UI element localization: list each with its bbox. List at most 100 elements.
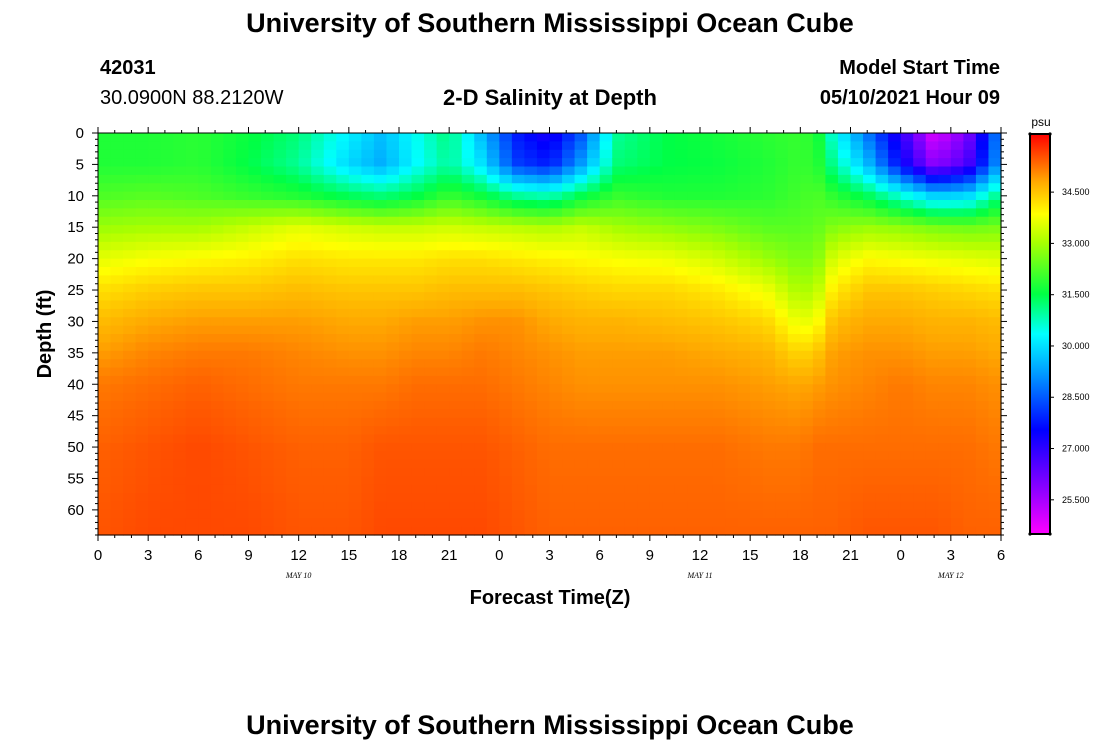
heatmap-cell <box>311 149 325 159</box>
heatmap-cell <box>762 141 776 151</box>
heatmap-cell <box>110 409 124 419</box>
heatmap-cell <box>499 250 513 260</box>
heatmap-cell <box>787 342 801 352</box>
heatmap-cell <box>323 334 337 343</box>
heatmap-cell <box>875 283 889 293</box>
heatmap-cell <box>160 141 174 151</box>
heatmap-cell <box>649 166 663 176</box>
heatmap-cell <box>135 434 149 444</box>
heatmap-cell <box>725 275 739 285</box>
heatmap-cell <box>750 526 764 536</box>
heatmap-cell <box>511 317 526 327</box>
heatmap-cell <box>148 417 162 427</box>
heatmap-cell <box>135 476 149 486</box>
heatmap-cell <box>198 283 212 293</box>
heatmap-cell <box>662 501 676 511</box>
heatmap-cell <box>950 166 964 176</box>
heatmap-cell <box>624 401 638 410</box>
heatmap-cell <box>875 292 889 302</box>
heatmap-cell <box>549 149 563 159</box>
heatmap-cell <box>323 401 337 410</box>
heatmap-cell <box>286 401 300 410</box>
heatmap-cell <box>361 501 375 511</box>
heatmap-cell <box>863 283 877 293</box>
heatmap-cell <box>925 342 939 352</box>
heatmap-cell <box>148 317 162 327</box>
heatmap-cell <box>449 216 463 226</box>
heatmap-cell <box>235 258 250 268</box>
heatmap-cell <box>235 350 250 360</box>
heatmap-cell <box>587 183 601 193</box>
heatmap-cell <box>511 526 526 536</box>
heatmap-cell <box>323 241 337 251</box>
heatmap-cell <box>775 300 789 310</box>
heatmap-cell <box>110 191 124 201</box>
heatmap-cell <box>373 283 388 293</box>
heatmap-cell <box>649 426 663 436</box>
heatmap-cell <box>649 442 663 452</box>
heatmap-cell <box>900 208 914 218</box>
heatmap-cell <box>424 375 438 385</box>
heatmap-cell <box>549 417 563 427</box>
heatmap-cell <box>800 308 814 318</box>
heatmap-cell <box>499 375 513 385</box>
heatmap-cell <box>975 493 990 503</box>
heatmap-cell <box>248 468 262 477</box>
heatmap-cell <box>888 225 902 235</box>
heatmap-cell <box>938 493 952 503</box>
heatmap-cell <box>963 292 977 302</box>
heatmap-cell <box>674 509 689 519</box>
heatmap-cell <box>875 417 889 427</box>
heatmap-cell <box>511 484 526 494</box>
heatmap-cell <box>700 141 714 151</box>
heatmap-cell <box>674 292 689 302</box>
heatmap-cell <box>750 191 764 201</box>
heatmap-cell <box>399 258 413 268</box>
heatmap-cell <box>687 375 701 385</box>
heatmap-cell <box>963 241 977 251</box>
heatmap-cell <box>562 501 576 511</box>
heatmap-cell <box>474 526 488 536</box>
heatmap-cell <box>499 518 513 528</box>
heatmap-cell <box>511 133 526 142</box>
heatmap-cell <box>261 241 275 251</box>
heatmap-cell <box>148 166 162 176</box>
heatmap-cell <box>286 417 300 427</box>
heatmap-cell <box>925 518 939 528</box>
heatmap-cell <box>812 409 827 419</box>
heatmap-cell <box>775 308 789 318</box>
heatmap-cell <box>399 208 413 218</box>
heatmap-cell <box>536 392 551 402</box>
heatmap-cell <box>587 518 601 528</box>
heatmap-cell <box>449 200 463 209</box>
heatmap-cell <box>323 375 337 385</box>
heatmap-cell <box>373 392 388 402</box>
heatmap-cell <box>988 526 1002 536</box>
heatmap-cell <box>499 200 513 209</box>
heatmap-cell <box>198 459 212 469</box>
heatmap-cell <box>649 174 663 184</box>
heatmap-cell <box>323 149 337 159</box>
heatmap-cell <box>775 518 789 528</box>
heatmap-cell <box>235 476 250 486</box>
heatmap-cell <box>863 174 877 184</box>
heatmap-cell <box>248 476 262 486</box>
heatmap-cell <box>223 308 237 318</box>
heatmap-cell <box>687 442 701 452</box>
heatmap-cell <box>160 350 174 360</box>
heatmap-cell <box>524 325 538 335</box>
heatmap-cell <box>850 233 864 243</box>
heatmap-cell <box>223 459 237 469</box>
heatmap-cell <box>649 409 663 419</box>
heatmap-cell <box>863 509 877 519</box>
heatmap-cell <box>286 493 300 503</box>
heatmap-cell <box>499 133 513 142</box>
heatmap-cell <box>436 141 450 151</box>
heatmap-cell <box>649 308 663 318</box>
heatmap-cell <box>837 442 852 452</box>
heatmap-cell <box>499 334 513 343</box>
heatmap-cell <box>148 233 162 243</box>
heatmap-cell <box>399 225 413 235</box>
heatmap-cell <box>950 476 964 486</box>
heatmap-cell <box>148 308 162 318</box>
